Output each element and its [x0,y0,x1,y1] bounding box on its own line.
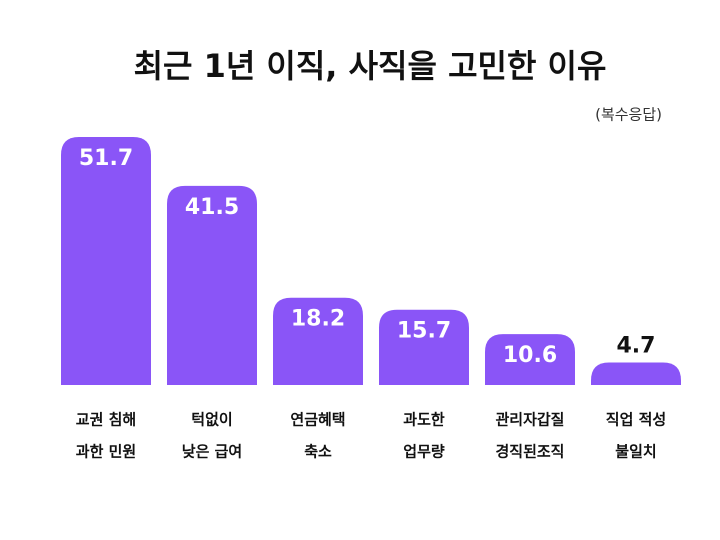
value-label: 41.5 [185,195,239,220]
bar [485,334,575,385]
bar [379,309,469,385]
x-tick-label: 경직된조직 [495,443,564,461]
chart-title: 최근 1년 이직, 사직을 고민한 이유 [134,47,607,85]
x-tick-label: 교권 침해 [76,411,136,429]
x-tick-label: 관리자갑질 [495,411,564,429]
x-tick-label: 축소 [304,443,332,461]
x-tick-label: 업무량 [403,443,445,461]
value-label: 10.6 [503,343,557,368]
x-tick-label: 연금혜택 [290,411,345,429]
value-label: 18.2 [291,307,345,332]
bar [61,137,151,385]
value-label: 15.7 [397,319,451,344]
x-tick-label: 턱없이 [191,411,232,429]
bar [273,297,363,385]
x-tick-label: 직업 적성 [606,411,666,429]
value-label: 51.7 [79,146,133,171]
x-tick-label: 불일치 [615,443,656,461]
x-tick-label: 낮은 급여 [182,443,242,461]
x-tick-label: 과한 민원 [76,443,136,461]
x-tick-label: 과도한 [403,411,445,429]
bar [591,362,681,385]
bar [167,185,257,385]
value-label: 4.7 [617,333,656,358]
chart-subtitle: (복수응답) [595,106,662,124]
